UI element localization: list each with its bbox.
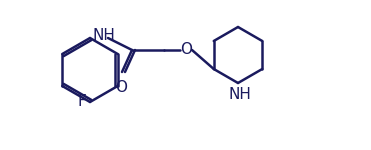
Text: NH: NH bbox=[93, 28, 116, 44]
Text: O: O bbox=[115, 80, 127, 95]
Text: O: O bbox=[180, 42, 192, 57]
Text: F: F bbox=[77, 94, 86, 110]
Text: NH: NH bbox=[229, 87, 252, 102]
